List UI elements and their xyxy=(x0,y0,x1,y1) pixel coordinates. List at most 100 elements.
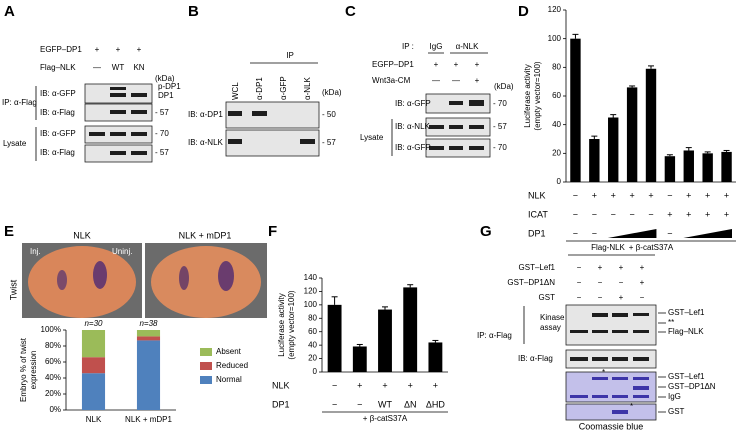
panel-letter: B xyxy=(188,3,199,20)
annotation: n=38 xyxy=(139,319,158,328)
y-tick-label: 80 xyxy=(552,62,561,71)
bar xyxy=(608,117,619,182)
band xyxy=(429,125,444,129)
band xyxy=(449,101,463,105)
legend-swatch xyxy=(200,376,212,384)
lane-label: IgG xyxy=(430,42,443,51)
legend-swatch xyxy=(200,348,212,356)
y-tick-label: 140 xyxy=(304,273,318,282)
band xyxy=(131,151,147,155)
bar-segment xyxy=(81,330,106,358)
y-tick-label: 100 xyxy=(304,300,318,309)
bar-segment xyxy=(136,340,161,410)
bar xyxy=(589,139,600,182)
blot-label: IB: α-GFP xyxy=(40,129,76,138)
marker: - 57 xyxy=(155,108,169,117)
marker: - 57 xyxy=(155,148,169,157)
band xyxy=(228,111,242,116)
caption: Coomassie blue xyxy=(579,421,644,431)
sign: + xyxy=(95,45,100,54)
y-tick-label: 60 xyxy=(552,91,561,100)
group-label: Lysate xyxy=(360,133,384,142)
embryo xyxy=(28,246,136,318)
embryo xyxy=(151,246,261,318)
x-tick-label: NLK xyxy=(86,415,102,424)
panel-e-images: E NLK NLK + mDP1 Twist Inj. Uninj. xyxy=(4,223,267,318)
band xyxy=(633,377,649,380)
sign: − xyxy=(577,263,582,272)
bar xyxy=(721,151,732,182)
band-label: GST–Lef1 xyxy=(668,372,705,381)
sign: − xyxy=(598,278,603,287)
band xyxy=(110,151,126,155)
row-cell: + xyxy=(382,380,387,390)
panel-letter: E xyxy=(4,223,14,240)
error-bar xyxy=(432,339,439,343)
band xyxy=(592,357,608,361)
y-tick-label: 100% xyxy=(41,325,61,334)
y-tick-label: 40 xyxy=(308,340,317,349)
gel xyxy=(565,403,657,421)
row-cell: + xyxy=(629,190,634,200)
stain xyxy=(218,261,234,291)
row-label: DP1 xyxy=(272,399,290,409)
band xyxy=(633,357,649,361)
row-label: GST–DP1ΔN xyxy=(507,278,555,287)
y-tick-label: 60% xyxy=(45,357,61,366)
band-label: GST–Lef1 xyxy=(668,308,705,317)
sign: — xyxy=(93,63,101,72)
bar xyxy=(327,304,342,372)
band xyxy=(633,330,649,333)
group-label: IP: α-Flag xyxy=(477,331,512,340)
bar xyxy=(664,156,676,182)
row-cell: + xyxy=(433,380,438,390)
bar xyxy=(570,38,581,182)
sign: + xyxy=(619,263,624,272)
star: * xyxy=(602,368,605,377)
band xyxy=(449,125,463,129)
row-cell: ΔN xyxy=(404,399,417,409)
sign: − xyxy=(598,293,603,302)
blot-label: assay xyxy=(540,323,561,332)
error-bar xyxy=(356,343,363,347)
row-cell: − xyxy=(629,209,634,219)
row-cell: + xyxy=(357,380,362,390)
error-bar xyxy=(382,306,388,310)
row-cell: − xyxy=(667,190,672,200)
sign: WT xyxy=(112,63,125,72)
y-tick-label: 60 xyxy=(308,327,317,336)
sign: + xyxy=(475,76,480,85)
sign: + xyxy=(434,60,439,69)
panel-letter: F xyxy=(268,223,277,240)
row-label: Twist xyxy=(8,279,18,300)
panel-letter: C xyxy=(345,3,356,20)
row-label: Wnt3a-CM xyxy=(372,76,411,85)
y-axis-label: (empty vector=100) xyxy=(533,61,542,130)
row-cell: − xyxy=(573,228,578,238)
row-cell: WT xyxy=(378,399,392,409)
blot-label: IB: α-Flag xyxy=(40,148,75,157)
band-label: ** xyxy=(668,318,674,327)
stain xyxy=(57,270,67,290)
lane-label: α-NLK xyxy=(456,42,480,51)
blot-label: IB: α-GFP xyxy=(395,143,431,152)
error-bar xyxy=(666,154,673,157)
legend-label: Normal xyxy=(216,375,242,384)
group-label: IP xyxy=(286,51,294,60)
band-label: p-DP1 xyxy=(158,82,181,91)
row-label: EGFP–DP1 xyxy=(40,45,82,54)
panel-b: B IP WCL α-DP1 α-GFP α-NLK (kDa) IB: α-D… xyxy=(188,3,342,157)
row-cell: + xyxy=(724,190,729,200)
error-bar xyxy=(685,147,692,151)
row-cell: + xyxy=(408,380,413,390)
y-tick-label: 0% xyxy=(49,405,61,414)
lane-label: α-DP1 xyxy=(255,77,264,100)
band xyxy=(612,395,628,398)
arrow xyxy=(658,312,666,413)
image-label: NLK xyxy=(73,230,91,240)
annotation: n=30 xyxy=(84,319,103,328)
legend-swatch xyxy=(200,362,212,370)
band xyxy=(110,93,126,97)
panel-a: A EGFP–DP1 + + + Flag–NLK — WT KN (kDa) … xyxy=(2,3,181,163)
band xyxy=(469,100,484,106)
